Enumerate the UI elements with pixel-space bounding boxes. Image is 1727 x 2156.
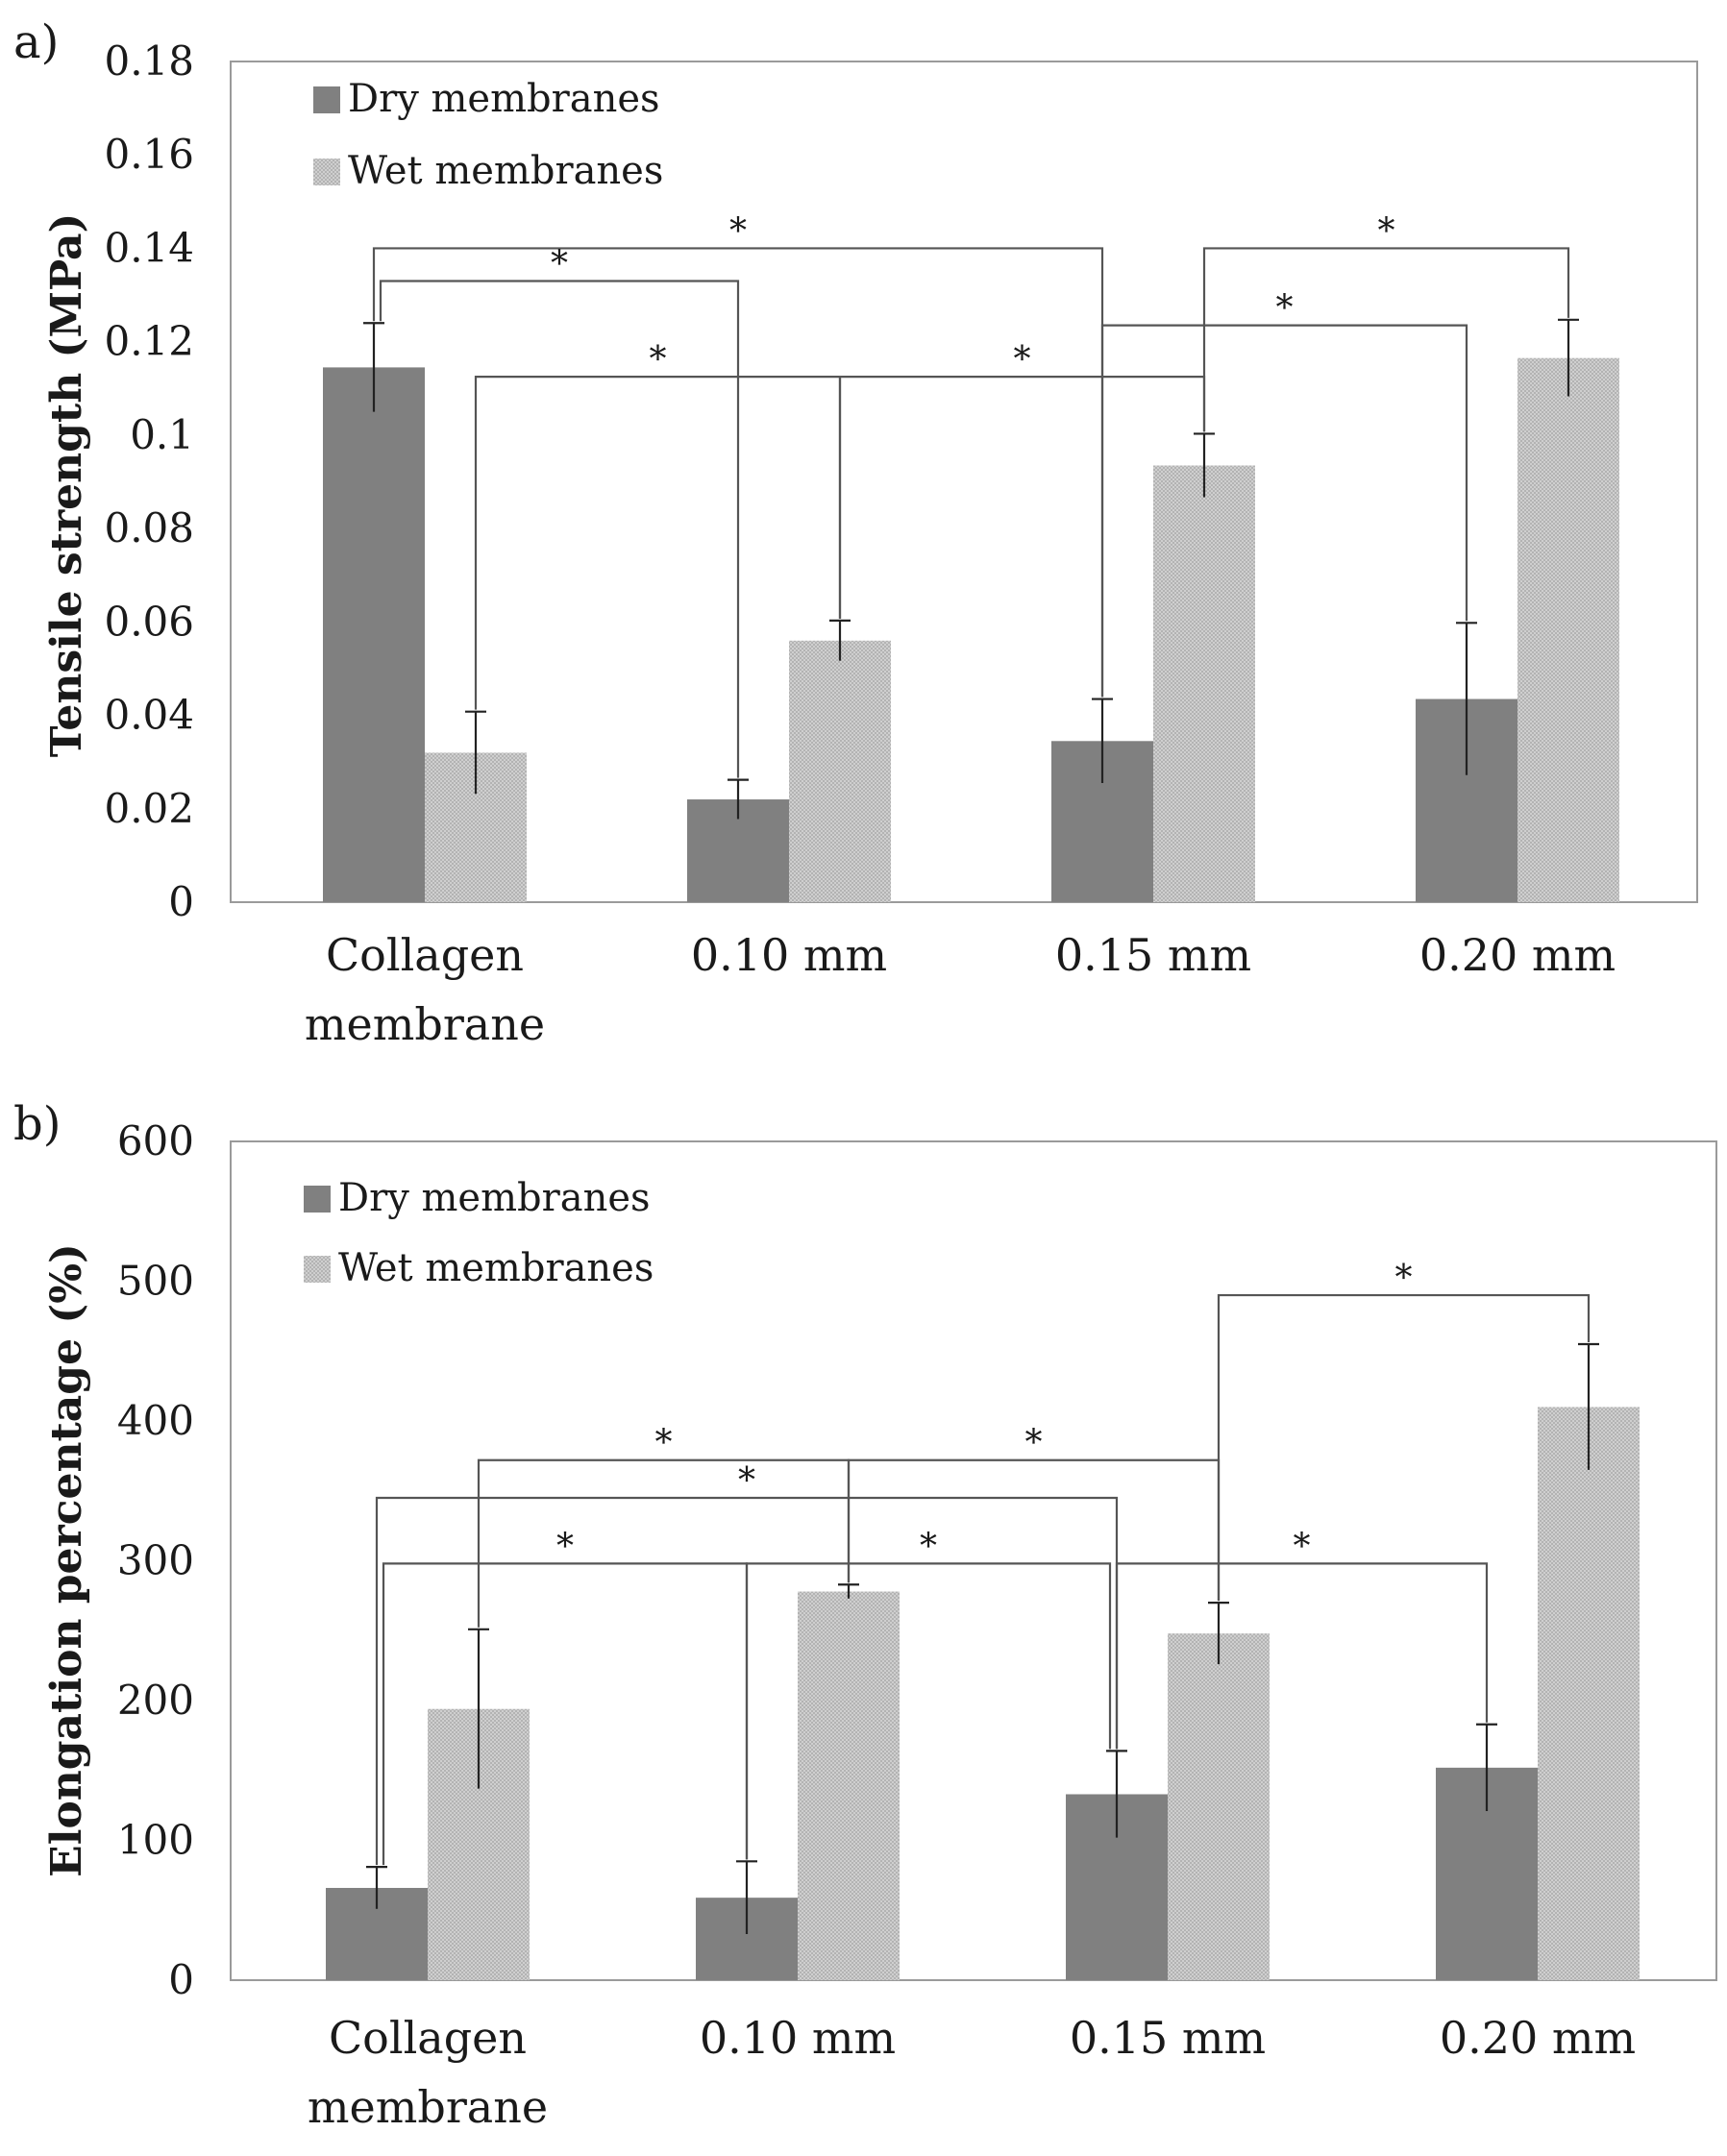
panel-a-y-tick-label: 0.04 [104,692,194,739]
panel-b-y-ticks: 0 100 200 300 400 500 600 [117,1117,194,2003]
panel-b-significance-bracket [745,1562,1112,1860]
panel-b-significance-bracket [477,1458,851,1628]
panel-b-category-label: 0.10 mm [700,2012,896,2064]
panel-b-category-labels: Collagen membrane 0.10 mm 0.15 mm 0.20 mm [308,2012,1636,2133]
panel-a-significance-bracket [1100,324,1468,698]
panel-b-significance-bracket [1115,1562,1489,1750]
panel-b-label: b) [13,1097,61,1151]
panel-b-y-tick-label: 600 [117,1117,194,1164]
panel-b-legend-label: Wet membranes [338,1246,654,1290]
panel-a-category-labels: Collagen membrane 0.10 mm 0.15 mm 0.20 mm [305,929,1616,1050]
panel-a-y-tick-label: 0.12 [104,318,194,365]
panel-a-y-tick-label: 0.18 [104,37,194,85]
tensile-strength-chart: a) Tensile strength (MPa) 00.020.040.060… [13,15,1698,1050]
panel-a-significance-bracket [474,376,842,710]
panel-a-y-tick-label: 0.06 [104,598,194,645]
panel-b-bar [1168,1633,1270,1980]
panel-b-significance-star: * [738,1461,755,1501]
panel-a-category-label: 0.20 mm [1419,929,1616,981]
panel-a-significance-star: * [650,340,667,380]
panel-a-error-bars [363,318,1579,820]
panel-a-y-ticks: 0 0.02 0.04 0.06 0.08 0.1 0.12 0.14 0.16 0.18 [104,37,194,925]
elongation-percentage-chart: b) Elongation percentage (%) 0 100 200 300 4… [13,1097,1717,2133]
panel-a-y-tick-label: 0 [168,878,194,925]
panel-a-significance-bracket [1202,247,1570,432]
panel-b-y-tick-label: 200 [117,1677,194,1724]
panel-b-significance-brackets: * * * * * * * [375,1259,1591,1866]
panel-a-significance-brackets: * * * * * * [372,211,1570,778]
panel-b-error-bars [366,1342,1599,1934]
panel-b-bar [798,1591,900,1980]
panel-b-significance-star: * [1294,1527,1311,1566]
panel-b-legend-label: Dry membranes [338,1176,651,1220]
panel-a-legend-label: Dry membranes [348,77,660,121]
panel-a-bar [1517,357,1619,902]
panel-a-significance-star: * [551,244,568,283]
panel-a-bar [1153,465,1255,902]
panel-a-y-tick-label: 0.1 [130,411,194,458]
panel-b-significance-star: * [556,1527,574,1566]
panel-b-category-label: Collagen [329,2012,527,2064]
panel-b-category-label: 0.20 mm [1440,2012,1636,2064]
panel-b-bar [1538,1407,1640,1980]
panel-b-significance-star: * [920,1527,937,1566]
panel-a-y-tick-label: 0.14 [104,224,194,271]
panel-b-bars [326,1407,1640,1980]
panel-a-category-label: Collagen [326,929,524,981]
panel-a-category-label: membrane [305,998,545,1050]
panel-b-plot-frame [230,1140,1717,1981]
panel-a-category-label: 0.10 mm [691,929,887,981]
panel-a-plot-frame [230,61,1698,903]
panel-b-category-label: membrane [308,2081,548,2133]
panel-b-category-label: 0.15 mm [1070,2012,1266,2064]
panel-b-legend-swatch [304,1186,331,1213]
panel-a-significance-bracket [379,280,740,778]
panel-a-y-tick-label: 0.16 [104,131,194,178]
panel-b-y-tick-label: 0 [168,1956,194,2003]
panel-b-legend: Dry membranes Wet membranes [304,1176,654,1290]
panel-b-significance-star: * [1025,1424,1043,1463]
panel-b-significance-bracket [1217,1293,1591,1602]
panel-a-significance-star: * [1378,211,1395,251]
panel-b-y-tick-label: 500 [117,1258,194,1305]
panel-b-significance-bracket [847,1458,1221,1602]
panel-a-significance-star: * [729,211,747,251]
panel-b-significance-star: * [1395,1259,1413,1298]
panel-b-y-tick-label: 100 [117,1817,194,1864]
panel-a-y-axis-label: Tensile strength (MPa) [42,213,91,758]
panel-a-legend: Dry membranes Wet membranes [313,77,663,193]
panel-a-significance-bracket [838,376,1206,619]
panel-a-category-label: 0.15 mm [1055,929,1251,981]
panel-b-y-tick-label: 300 [117,1537,194,1584]
panel-b-y-tick-label: 400 [117,1397,194,1444]
panel-a-legend-label: Wet membranes [348,149,663,193]
panel-a-significance-star: * [1276,289,1294,329]
panel-a-bar [323,367,425,902]
panel-a-label: a) [13,15,59,69]
panel-a-significance-star: * [1014,340,1031,380]
panel-a-legend-swatch [313,86,340,113]
panel-a-bars [323,357,1619,902]
panel-b-y-axis-label: Elongation percentage (%) [42,1243,91,1877]
panel-a-y-tick-label: 0.08 [104,504,194,551]
panel-b-legend-swatch [304,1256,331,1283]
panel-a-bar [789,640,891,902]
panel-a-y-tick-label: 0.02 [104,785,194,832]
panel-a-legend-swatch [313,159,340,185]
panel-b-significance-star: * [655,1424,673,1463]
